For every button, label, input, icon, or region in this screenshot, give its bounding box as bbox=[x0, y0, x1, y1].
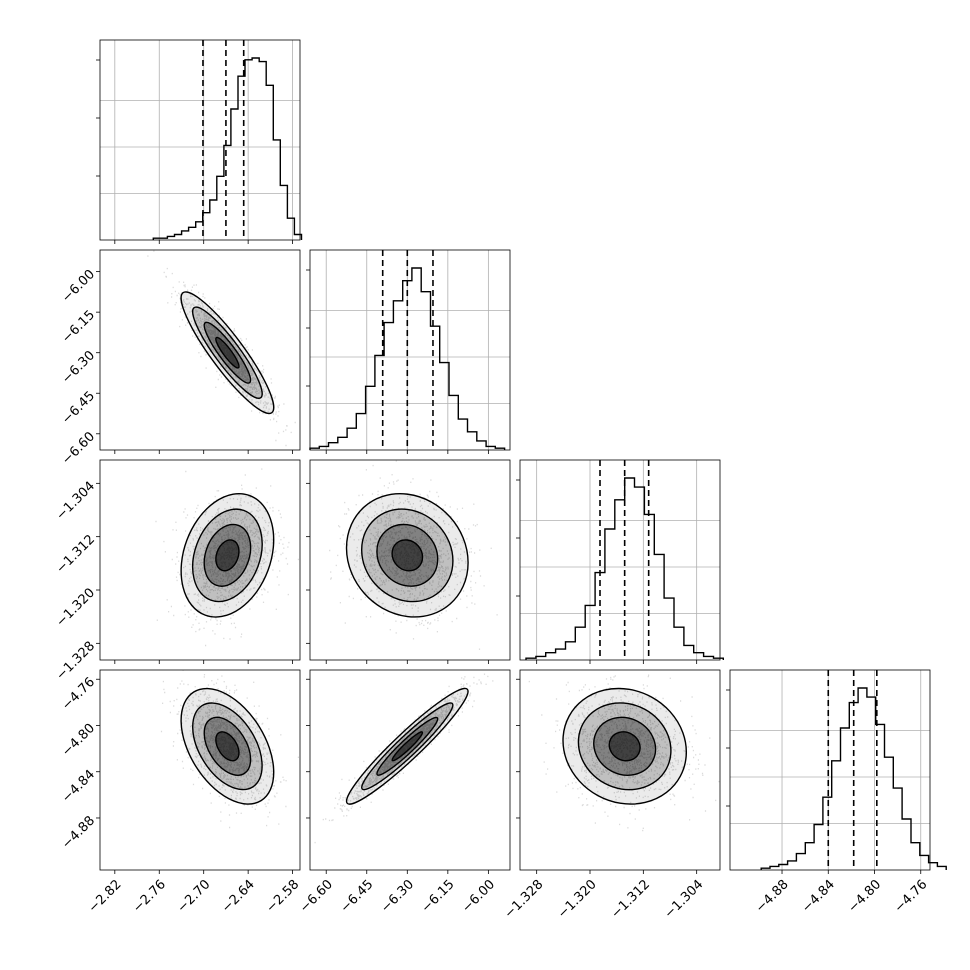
panel-content bbox=[160, 670, 299, 829]
panel-frame bbox=[519, 669, 721, 871]
contour-line bbox=[562, 687, 688, 805]
x-tick-label: −6.00 bbox=[459, 877, 498, 916]
contour-line bbox=[345, 492, 469, 618]
x-tick-label: −1.328 bbox=[502, 877, 547, 922]
scatter-panel-1-0 bbox=[96, 249, 301, 454]
x-tick-label: −2.64 bbox=[219, 877, 258, 916]
density-fill bbox=[609, 731, 641, 761]
x-tick-label: −6.60 bbox=[297, 877, 336, 916]
density-fill bbox=[215, 539, 239, 571]
scatter-panel-3-0 bbox=[96, 669, 301, 874]
scatter-panel-3-1 bbox=[306, 669, 511, 874]
contour-line bbox=[391, 731, 424, 762]
y-tick-label: −6.30 bbox=[59, 348, 98, 387]
contour-line bbox=[192, 702, 263, 791]
hist-panel-1 bbox=[306, 249, 511, 454]
hist-panel-2 bbox=[516, 459, 724, 664]
hist-panel-3 bbox=[726, 669, 947, 874]
histogram-step bbox=[525, 477, 724, 660]
panel-content bbox=[147, 250, 296, 447]
contour-line bbox=[577, 702, 672, 791]
x-tick-label: −1.320 bbox=[555, 877, 600, 922]
y-tick-label: −4.80 bbox=[59, 721, 98, 760]
contour-line bbox=[215, 336, 240, 369]
hist-panel-0 bbox=[96, 39, 303, 244]
scatter-panel-2-1 bbox=[306, 459, 511, 664]
panel-frame bbox=[519, 459, 721, 661]
x-tick-label: −6.45 bbox=[338, 877, 377, 916]
x-tick-label: −2.82 bbox=[86, 877, 125, 916]
panel-content bbox=[329, 460, 498, 650]
density-fill bbox=[215, 337, 240, 368]
y-tick-label: −6.00 bbox=[59, 267, 98, 306]
panel-content bbox=[155, 468, 299, 647]
histogram-step bbox=[152, 57, 303, 240]
contour-line bbox=[191, 508, 263, 603]
x-tick-label: −6.30 bbox=[378, 877, 417, 916]
contour-line bbox=[180, 291, 275, 415]
x-tick-label: −4.80 bbox=[845, 877, 884, 916]
y-tick-label: −1.328 bbox=[53, 639, 98, 684]
y-tick-label: −1.320 bbox=[53, 585, 98, 630]
y-tick-label: −1.312 bbox=[53, 532, 98, 577]
contour-line bbox=[203, 523, 252, 587]
contour-line bbox=[191, 306, 263, 400]
contour-line bbox=[376, 523, 439, 587]
panel-frame bbox=[309, 249, 511, 451]
panel-frame bbox=[99, 459, 301, 661]
panel-frame bbox=[309, 669, 511, 871]
contour-line bbox=[608, 731, 641, 762]
x-tick-label: −1.304 bbox=[662, 877, 707, 922]
contour-line bbox=[360, 508, 454, 603]
panel-frame bbox=[99, 669, 301, 871]
contour-line bbox=[345, 687, 469, 805]
panel-frame bbox=[99, 249, 301, 451]
contour-line bbox=[376, 716, 439, 776]
y-tick-label: −6.60 bbox=[59, 429, 98, 468]
x-tick-label: −2.70 bbox=[175, 877, 214, 916]
contour-line bbox=[203, 716, 252, 776]
contour-line bbox=[215, 731, 240, 762]
y-tick-label: −6.45 bbox=[59, 389, 98, 428]
y-tick-label: −6.15 bbox=[59, 308, 98, 347]
contour-line bbox=[391, 539, 424, 572]
panel-frame bbox=[729, 669, 931, 871]
contour-line bbox=[215, 539, 240, 572]
panel-frame bbox=[309, 459, 511, 661]
y-tick-label: −4.88 bbox=[59, 813, 98, 852]
density-fill bbox=[392, 539, 423, 571]
scatter-panel-2-0 bbox=[96, 459, 301, 664]
x-tick-label: −6.15 bbox=[419, 877, 458, 916]
x-tick-label: −1.312 bbox=[608, 877, 653, 922]
x-tick-label: −4.88 bbox=[753, 877, 792, 916]
x-tick-label: −2.76 bbox=[130, 877, 169, 916]
contour-line bbox=[180, 687, 275, 805]
panel-frame bbox=[99, 39, 301, 241]
contour-line bbox=[361, 702, 454, 791]
x-tick-label: −4.84 bbox=[799, 877, 838, 916]
density-fill bbox=[392, 731, 423, 761]
contour-line bbox=[593, 716, 657, 776]
panel-content bbox=[314, 673, 494, 844]
scatter-panel-3-2 bbox=[516, 669, 721, 874]
y-tick-label: −1.304 bbox=[53, 479, 98, 524]
x-tick-label: −4.76 bbox=[892, 877, 931, 916]
contour-line bbox=[203, 321, 252, 384]
x-tick-label: −2.58 bbox=[264, 877, 303, 916]
contour-line bbox=[180, 492, 275, 618]
y-tick-label: −4.84 bbox=[59, 767, 98, 806]
panel-content bbox=[528, 674, 720, 832]
